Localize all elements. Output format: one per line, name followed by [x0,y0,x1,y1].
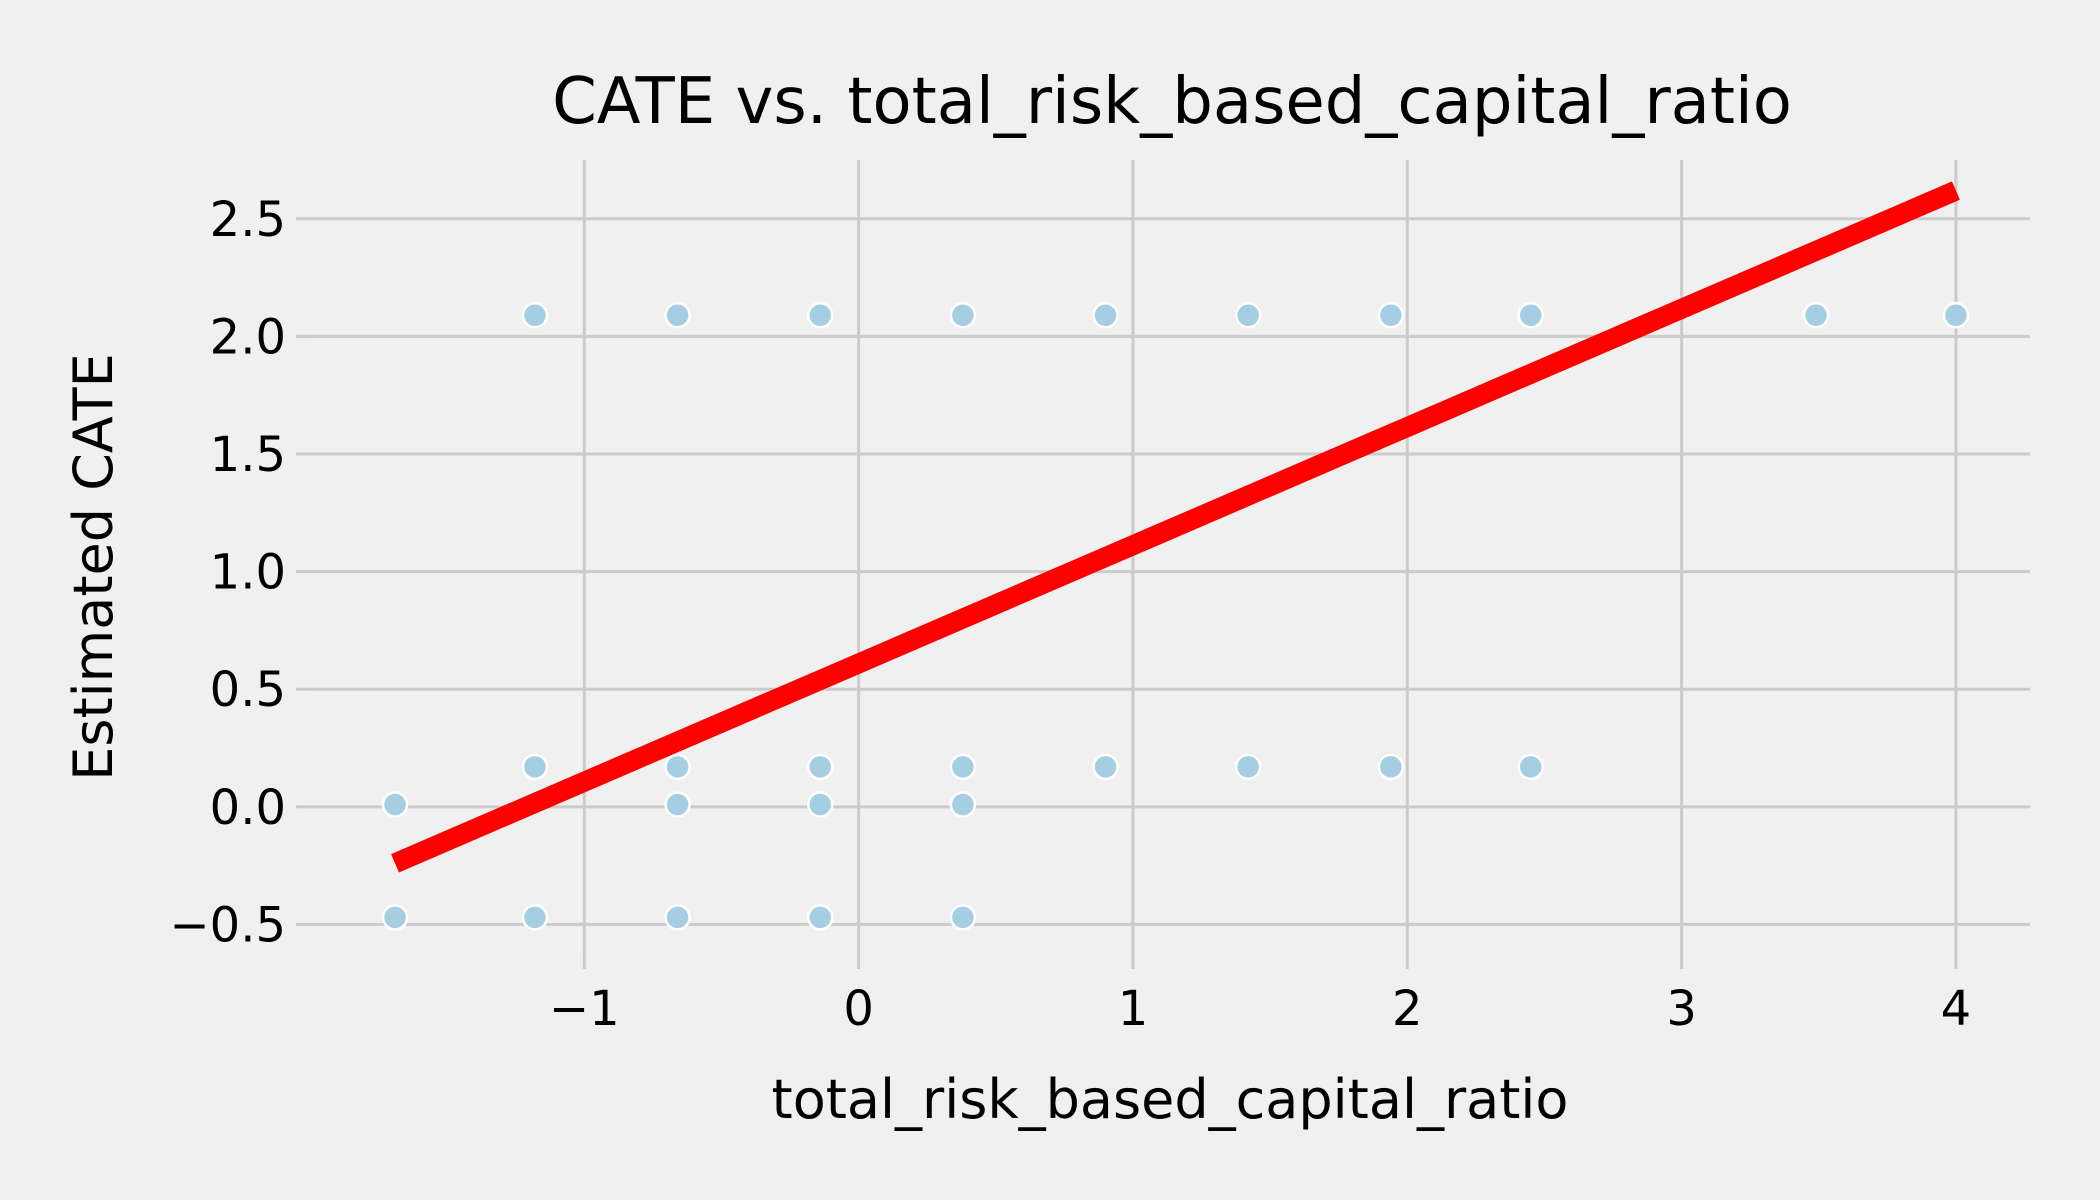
scatter-point [381,904,409,931]
scatter-point [949,791,977,818]
x-tick-label: 3 [1666,981,1697,1037]
x-axis-label: total_risk_based_capital_ratio [772,1068,1569,1131]
scatter-point [1802,301,1830,329]
scatter-point [1092,753,1119,781]
scatter-point [1234,301,1262,329]
y-tick-label: 0.5 [210,662,286,718]
trend-line-path [391,181,1960,873]
x-tick-label: 1 [1118,981,1149,1037]
x-tick-label: −1 [549,981,620,1037]
scatter-point [521,753,549,781]
y-tick-label: −0.5 [169,897,286,953]
scatter-point [521,904,549,931]
grid [310,160,2030,955]
scatter-point [806,301,834,329]
scatter-point [664,904,691,931]
y-axis-label: Estimated CATE [62,353,125,781]
scatter-point [806,904,834,931]
x-tick-label: 4 [1941,981,1972,1037]
y-tick-label: 2.0 [210,309,286,365]
scatter-point [1234,753,1262,781]
x-tick-label: 0 [843,981,874,1037]
scatter-point [1517,301,1544,329]
y-tick-label: 1.0 [210,545,286,601]
scatter-point [1517,753,1544,781]
scatter-point [949,904,977,931]
scatter-point [949,301,977,329]
scatter-point [806,791,834,818]
scatter-point [1377,301,1405,329]
scatter-point [1942,301,1970,329]
y-tick-label: 2.5 [210,192,286,248]
y-tick-label: 1.5 [210,427,286,483]
scatter-point [806,753,834,781]
scatter-point [664,753,691,781]
scatter-point [381,791,409,818]
x-tick-label: 2 [1392,981,1423,1037]
trend-line [391,181,1960,873]
scatter-point [664,301,691,329]
scatter-points [381,301,1970,931]
chart-title: CATE vs. total_risk_based_capital_ratio [552,65,1792,139]
y-tick-label: 0.0 [210,780,286,836]
scatter-point [664,791,691,818]
scatter-point [521,301,549,329]
ticks: −1 0 1 2 3 4 −0.5 0.0 0.5 1.0 1.5 2.0 2.5 [169,192,1971,1037]
scatter-point [1377,753,1405,781]
scatter-point [1092,301,1119,329]
scatter-point [949,753,977,781]
